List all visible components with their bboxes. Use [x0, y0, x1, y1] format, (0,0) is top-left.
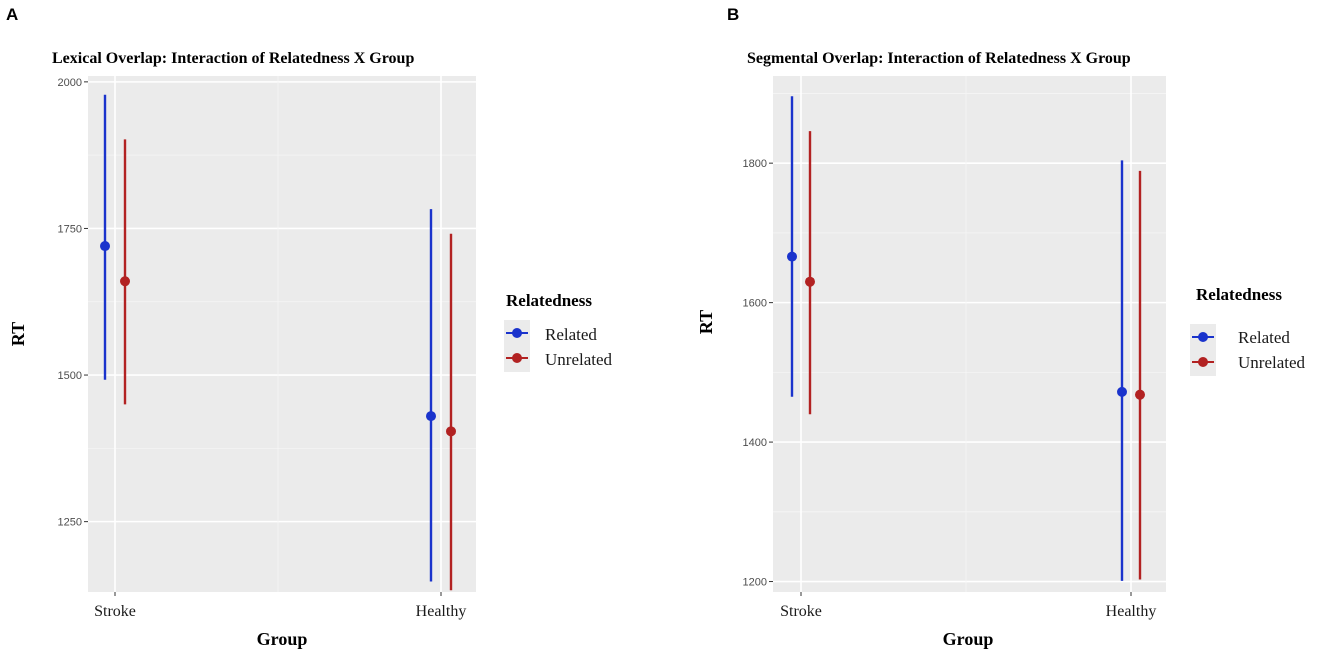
legend-key-point: [512, 353, 522, 363]
legend-label-related: Related: [545, 325, 597, 344]
y-axis-ticks: 1250 1500 1750 2000: [58, 77, 442, 596]
x-axis-title: Group: [257, 629, 308, 649]
legend-key-unrelated: [1192, 357, 1214, 367]
y-axis-ticks: 1200 1400 1600 1800: [743, 158, 1132, 596]
y-tick-label: 1750: [58, 223, 82, 235]
legend-key-background: [1190, 324, 1216, 376]
legend-key-related: [506, 328, 528, 338]
y-tick-label: 1200: [743, 577, 767, 589]
x-tick-label-stroke: Stroke: [94, 603, 136, 620]
legend-label-related: Related: [1238, 328, 1290, 347]
plot-background: [773, 76, 1166, 592]
y-axis-title: RT: [696, 310, 716, 334]
x-tick-label-healthy: Healthy: [1106, 603, 1157, 620]
legend-key-point: [512, 328, 522, 338]
y-axis-title: RT: [8, 322, 28, 346]
panel-letter: B: [727, 5, 739, 24]
y-tick-label: 1400: [743, 437, 767, 449]
data-marks: [100, 94, 456, 591]
point-related-healthy: [1117, 386, 1127, 397]
chart-title: Lexical Overlap: Interaction of Relatedn…: [52, 50, 414, 67]
panel-letter: A: [6, 5, 18, 24]
legend-key-background: [504, 320, 530, 372]
point-unrelated-healthy: [446, 426, 456, 437]
y-tick-label: 1250: [58, 517, 82, 529]
point-unrelated-stroke: [805, 276, 815, 287]
y-tick-label: 2000: [58, 77, 82, 89]
legend: Relatedness Related Unrelated: [504, 291, 613, 372]
legend-label-unrelated: Unrelated: [1238, 353, 1306, 372]
plot-background: [88, 76, 476, 592]
point-related-stroke: [787, 251, 797, 262]
panel-b: B Segmental Overlap: Interaction of Rela…: [696, 5, 1306, 649]
legend-title: Relatedness: [1196, 285, 1282, 304]
x-tick-label-stroke: Stroke: [780, 603, 822, 620]
point-related-stroke: [100, 241, 110, 252]
panel-a: A Lexical Overlap: Interaction of Relate…: [6, 5, 613, 649]
legend-label-unrelated: Unrelated: [545, 350, 613, 369]
y-tick-label: 1800: [743, 158, 767, 170]
y-tick-label: 1500: [58, 370, 82, 382]
legend: Relatedness Related Unrelated: [1190, 285, 1306, 376]
data-marks: [787, 96, 1145, 581]
legend-key-related: [1192, 332, 1214, 342]
x-tick-label-healthy: Healthy: [416, 603, 467, 620]
chart-title: Segmental Overlap: Interaction of Relate…: [747, 50, 1131, 67]
x-axis-title: Group: [943, 629, 994, 649]
y-tick-label: 1600: [743, 298, 767, 310]
legend-key-point: [1198, 332, 1208, 342]
point-related-healthy: [426, 411, 436, 422]
legend-key-unrelated: [506, 353, 528, 363]
point-unrelated-stroke: [120, 276, 130, 287]
legend-title: Relatedness: [506, 291, 592, 310]
gridlines: [88, 76, 476, 592]
point-unrelated-healthy: [1135, 389, 1145, 400]
gridlines: [773, 76, 1166, 592]
legend-key-point: [1198, 357, 1208, 367]
